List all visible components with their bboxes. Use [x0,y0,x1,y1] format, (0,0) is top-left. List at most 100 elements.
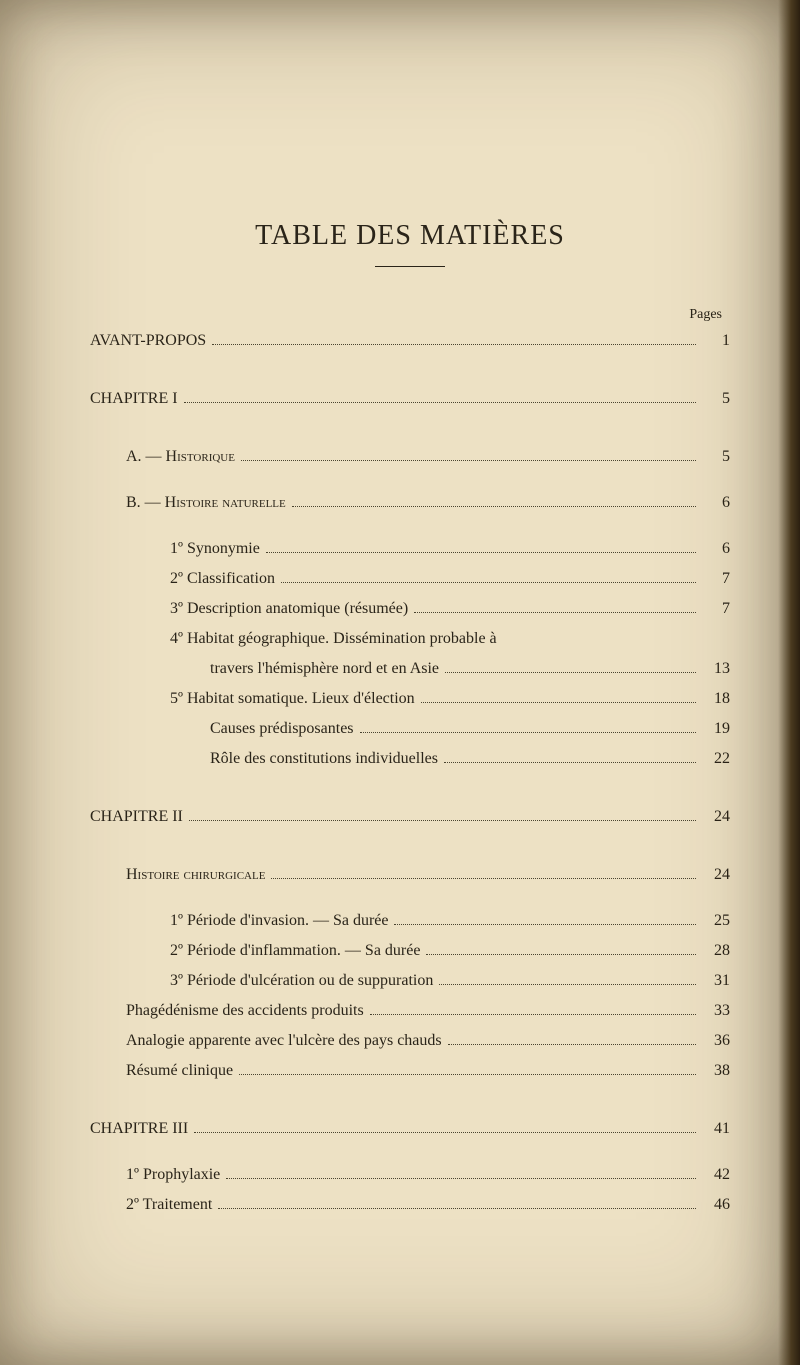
dot-leader [281,571,696,583]
dot-leader [444,751,696,763]
toc-entry: Causes prédisposantes 19 [90,717,730,741]
toc-entry: CHAPITRE III 41 [90,1117,730,1141]
dot-leader [360,721,696,733]
toc-entry-label: Rôle des constitutions individuelles [90,747,438,771]
dot-leader [421,691,696,703]
toc-entry: 1º Prophylaxie 42 [90,1163,730,1187]
spacer [90,521,730,531]
toc-entry-page: 28 [702,939,730,963]
toc-entry: Histoire chirurgicale 24 [90,863,730,887]
dot-leader [271,867,696,879]
toc-entry: B. — Histoire naturelle 6 [90,491,730,515]
dot-leader [239,1063,696,1075]
toc-entry-page: 46 [702,1193,730,1217]
dot-leader [184,391,696,403]
toc-entry-page: 5 [702,445,730,469]
toc-entry-label: 2º Traitement [90,1193,212,1217]
toc-entry-label: 1º Prophylaxie [90,1163,220,1187]
toc-entry-label: Analogie apparente avec l'ulcère des pay… [90,1029,442,1053]
spacer [90,359,730,381]
spacer [90,777,730,799]
toc-entry-page: 31 [702,969,730,993]
toc-entry-label: Histoire chirurgicale [90,863,265,887]
toc-entry-label: 3º Période d'ulcération ou de suppuratio… [90,969,433,993]
toc-entry-page: 13 [702,657,730,681]
page-title: TABLE DES MATIÈRES [90,220,730,252]
toc-entry: 5º Habitat somatique. Lieux d'élection 18 [90,687,730,711]
toc-entry-page: 22 [702,747,730,771]
toc-entry-label: 4º Habitat géographique. Dissémination p… [90,627,497,651]
toc-entry-label: 5º Habitat somatique. Lieux d'élection [90,687,415,711]
toc-entry-label: Causes prédisposantes [90,717,354,741]
toc-entry-page: 42 [702,1163,730,1187]
toc-entry-label: B. — Histoire naturelle [90,491,286,515]
toc-entry-page: 24 [702,805,730,829]
toc-entry-label: 2º Classification [90,567,275,591]
toc-entry: 4º Habitat géographique. Dissémination p… [90,627,730,651]
toc-entry: 2º Traitement 46 [90,1193,730,1217]
toc-entry-label: CHAPITRE III [90,1117,188,1141]
toc-entry: A. — Historique 5 [90,445,730,469]
toc-entry: 2º Classification 7 [90,567,730,591]
toc-entry: travers l'hémisphère nord et en Asie 13 [90,657,730,681]
table-of-contents: AVANT-PROPOS 1 CHAPITRE I 5 A. — Historique 5… [90,329,730,1217]
toc-entry: Rôle des constitutions individuelles 22 [90,747,730,771]
pages-column-label: Pages [90,307,730,323]
page-edge-shadow [778,0,800,1365]
toc-entry-label: travers l'hémisphère nord et en Asie [90,657,439,681]
dot-leader [448,1033,696,1045]
toc-entry-label: Phagédénisme des accidents produits [90,999,364,1023]
toc-entry-label: CHAPITRE I [90,387,178,411]
toc-entry-page: 41 [702,1117,730,1141]
toc-entry: CHAPITRE II 24 [90,805,730,829]
spacer [90,475,730,485]
dot-leader [189,809,696,821]
dot-leader [292,495,696,507]
toc-entry-page: 24 [702,863,730,887]
toc-entry: Analogie apparente avec l'ulcère des pay… [90,1029,730,1053]
toc-entry-page: 18 [702,687,730,711]
toc-entry: CHAPITRE I 5 [90,387,730,411]
dot-leader [212,333,696,345]
toc-entry-page: 36 [702,1029,730,1053]
toc-entry-label: Résumé clinique [90,1059,233,1083]
toc-entry-label: A. — Historique [90,445,235,469]
toc-entry: 3º Description anatomique (résumée)7 [90,597,730,621]
dot-leader [241,449,696,461]
toc-entry-page: 7 [702,567,730,591]
toc-entry-page: 6 [702,537,730,561]
toc-entry-page: 6 [702,491,730,515]
dot-leader [370,1003,696,1015]
dot-leader [414,601,696,613]
spacer [90,1147,730,1157]
toc-entry: 2º Période d'inflammation. — Sa durée 28 [90,939,730,963]
spacer [90,1089,730,1111]
toc-entry: Phagédénisme des accidents produits 33 [90,999,730,1023]
dot-leader [218,1197,696,1209]
dot-leader [445,661,696,673]
toc-entry-label: AVANT-PROPOS [90,329,206,353]
toc-entry-label: 1º Période d'invasion. — Sa durée [90,909,388,933]
toc-entry-page: 5 [702,387,730,411]
toc-entry-page: 25 [702,909,730,933]
toc-entry: 3º Période d'ulcération ou de suppuratio… [90,969,730,993]
toc-entry-page: 1 [702,329,730,353]
dot-leader [194,1121,696,1133]
toc-entry-label: 2º Période d'inflammation. — Sa durée [90,939,420,963]
spacer [90,835,730,857]
dot-leader [266,541,696,553]
toc-entry: 1º Synonymie 6 [90,537,730,561]
toc-entry: 1º Période d'invasion. — Sa durée 25 [90,909,730,933]
toc-entry: AVANT-PROPOS 1 [90,329,730,353]
toc-entry-label: 1º Synonymie [90,537,260,561]
toc-entry-page: 38 [702,1059,730,1083]
spacer [90,417,730,439]
dot-leader [439,973,696,985]
toc-entry-page: 19 [702,717,730,741]
toc-entry-page: 7 [702,597,730,621]
dot-leader [226,1167,696,1179]
toc-entry-page: 33 [702,999,730,1023]
spacer [90,893,730,903]
page: TABLE DES MATIÈRES Pages AVANT-PROPOS 1 CH… [0,0,800,1365]
toc-entry-label: CHAPITRE II [90,805,183,829]
